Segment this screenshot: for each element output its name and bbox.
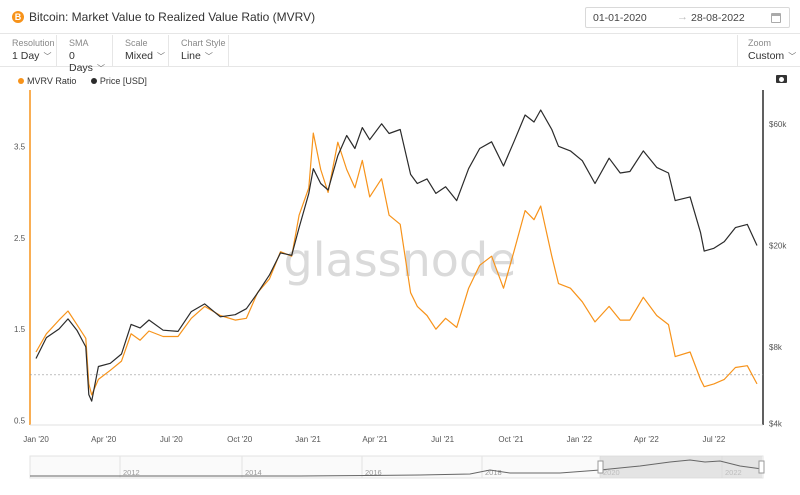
sma-label: SMA bbox=[69, 38, 89, 48]
y-right-tick-label: $4k bbox=[769, 420, 783, 429]
y-left-tick-label: 2.5 bbox=[14, 234, 26, 243]
navigator-tick-label: 2016 bbox=[365, 468, 382, 477]
zoom-label: Zoom bbox=[748, 38, 772, 48]
legend-label-mvrv: MVRV Ratio bbox=[27, 76, 77, 86]
watermark: glassnode bbox=[284, 233, 517, 287]
x-tick-label: Apr '21 bbox=[362, 435, 388, 444]
chart-legend: MVRV Ratio Price [USD] bbox=[18, 76, 159, 86]
resolution-select[interactable]: Resolution 1 Day ﹀ bbox=[0, 35, 57, 67]
y-right-tick-label: $60k bbox=[769, 120, 787, 129]
zoom-value: Custom bbox=[748, 50, 785, 62]
y-right-tick-label: $20k bbox=[769, 241, 787, 250]
x-tick-label: Jan '20 bbox=[23, 435, 49, 444]
legend-item-price[interactable]: Price [USD] bbox=[90, 76, 147, 86]
legend-item-mvrv[interactable]: MVRV Ratio bbox=[18, 76, 76, 86]
y-right-tick-label: $8k bbox=[769, 343, 783, 352]
x-tick-label: Jul '20 bbox=[160, 435, 183, 444]
bitcoin-icon: B bbox=[12, 11, 24, 23]
scale-value: Mixed bbox=[125, 50, 154, 62]
navigator-selection bbox=[600, 456, 762, 478]
date-start-input[interactable]: 01-01-2020 bbox=[593, 12, 647, 24]
x-tick-label: Apr '22 bbox=[634, 435, 660, 444]
x-tick-label: Jan '22 bbox=[567, 435, 593, 444]
chart-style-select[interactable]: Chart Style Line ﹀ bbox=[169, 35, 229, 67]
chevron-down-icon: ﹀ bbox=[157, 52, 166, 61]
x-tick-label: Apr '20 bbox=[91, 435, 117, 444]
calendar-icon[interactable] bbox=[771, 13, 781, 23]
chevron-down-icon: ﹀ bbox=[43, 52, 52, 61]
y-left-tick-label: 3.5 bbox=[14, 143, 26, 152]
legend-dot-price bbox=[90, 78, 97, 84]
date-range-picker[interactable]: 01-01-2020 → 28-08-2022 bbox=[585, 7, 790, 28]
scale-label: Scale bbox=[125, 38, 148, 48]
zoom-select[interactable]: Zoom Custom ﹀ bbox=[737, 35, 800, 67]
navigator-handle-left bbox=[597, 460, 604, 474]
navigator-tick-label: 2014 bbox=[245, 468, 262, 477]
chevron-down-icon: ﹀ bbox=[204, 52, 213, 61]
scale-select[interactable]: Scale Mixed ﹀ bbox=[113, 35, 169, 67]
resolution-label: Resolution bbox=[12, 38, 55, 48]
chart-header: B Bitcoin: Market Value to Realized Valu… bbox=[0, 0, 800, 34]
navigator-tick-label: 2012 bbox=[123, 468, 140, 477]
x-tick-label: Jan '21 bbox=[295, 435, 321, 444]
chevron-down-icon: ﹀ bbox=[788, 52, 797, 61]
x-tick-label: Oct '20 bbox=[227, 435, 253, 444]
legend-dot-mvrv bbox=[18, 78, 24, 84]
legend-label-price: Price [USD] bbox=[99, 76, 147, 86]
x-tick-label: Jul '22 bbox=[702, 435, 725, 444]
chevron-down-icon: ﹀ bbox=[96, 64, 105, 73]
chart-style-label: Chart Style bbox=[181, 38, 226, 48]
navigator-tick-label: 2018 bbox=[485, 468, 502, 477]
y-left-tick-label: 0.5 bbox=[14, 416, 26, 425]
sma-select[interactable]: SMA 0 Days ﹀ bbox=[57, 35, 113, 74]
x-tick-label: Jul '21 bbox=[431, 435, 454, 444]
y-left-tick-label: 1.5 bbox=[14, 325, 26, 334]
mvrv-series-line bbox=[35, 132, 758, 396]
chart-controls: Resolution 1 Day ﹀ SMA 0 Days ﹀ Scale Mixe… bbox=[0, 35, 800, 74]
date-end-input[interactable]: 28-08-2022 bbox=[691, 12, 745, 24]
chart-title: Bitcoin: Market Value to Realized Value … bbox=[29, 10, 316, 24]
arrow-right-icon: → bbox=[677, 11, 688, 23]
navigator-handle-right bbox=[758, 460, 765, 474]
resolution-value: 1 Day bbox=[12, 50, 40, 62]
price-series-line bbox=[35, 109, 758, 402]
sma-value: 0 Days bbox=[69, 50, 93, 74]
camera-icon[interactable] bbox=[776, 75, 787, 83]
chart-style-value: Line bbox=[181, 50, 201, 62]
x-tick-label: Oct '21 bbox=[498, 435, 524, 444]
